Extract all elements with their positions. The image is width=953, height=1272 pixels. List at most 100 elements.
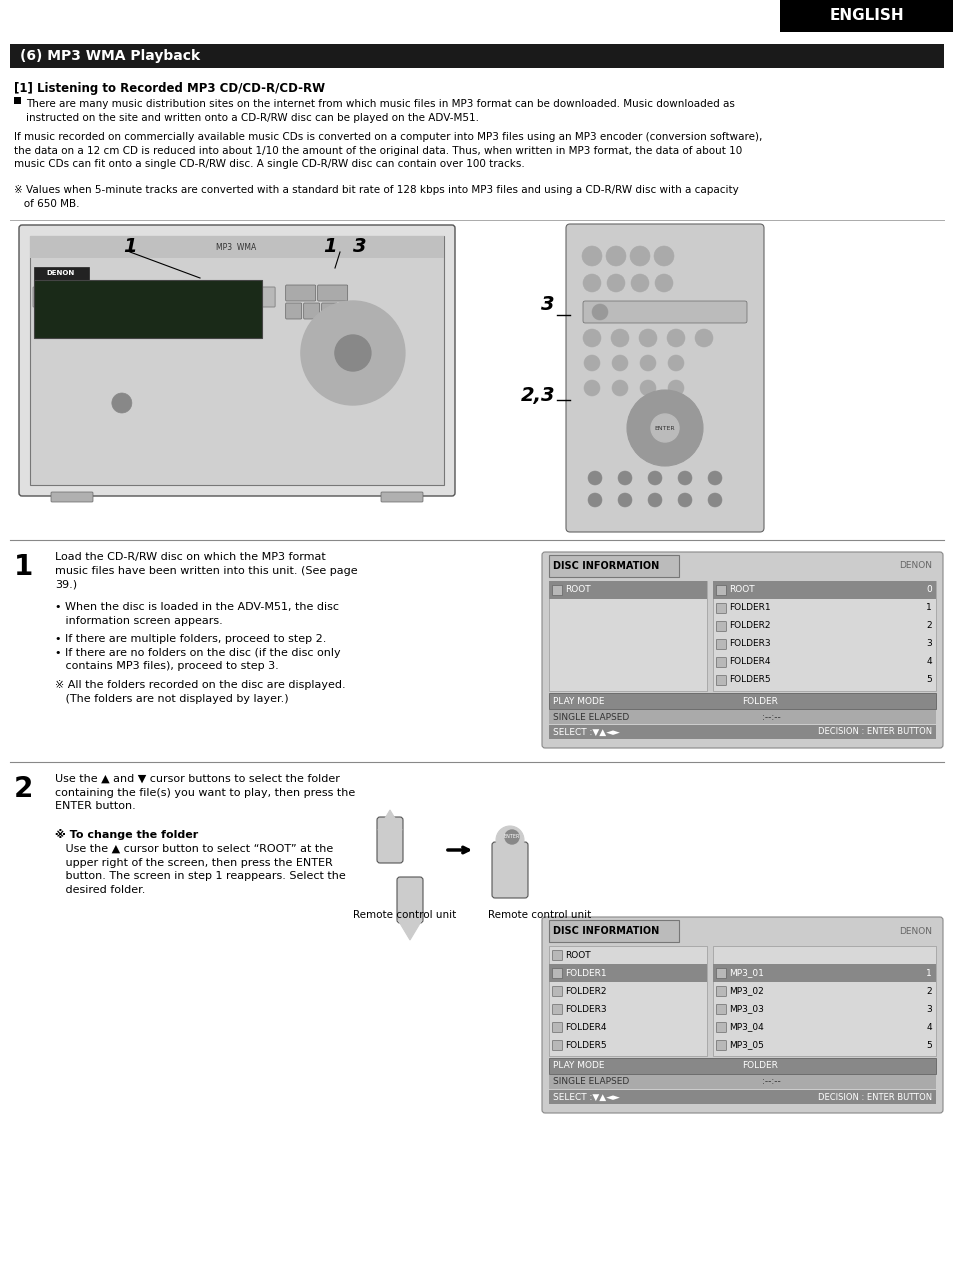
FancyBboxPatch shape: [285, 285, 315, 301]
FancyBboxPatch shape: [321, 303, 337, 319]
Text: 1: 1: [925, 603, 931, 613]
Text: 1: 1: [323, 237, 336, 256]
FancyBboxPatch shape: [380, 492, 422, 502]
Bar: [780, 0, 953, 32]
Text: Load the CD-R/RW disc on which the MP3 format
music files have been written into: Load the CD-R/RW disc on which the MP3 f…: [55, 552, 357, 589]
Circle shape: [667, 355, 683, 371]
Text: 2: 2: [925, 622, 931, 631]
Bar: [548, 581, 706, 691]
FancyBboxPatch shape: [19, 225, 455, 496]
FancyBboxPatch shape: [552, 987, 562, 996]
Text: DENON: DENON: [898, 561, 931, 571]
Circle shape: [654, 245, 673, 266]
Bar: [34, 267, 89, 280]
FancyBboxPatch shape: [548, 920, 679, 943]
Circle shape: [655, 273, 672, 293]
Text: :--:--: :--:--: [761, 1077, 781, 1086]
Circle shape: [618, 471, 631, 485]
Text: DECISION : ENTER BUTTON: DECISION : ENTER BUTTON: [817, 1093, 931, 1102]
Circle shape: [581, 245, 601, 266]
FancyBboxPatch shape: [552, 1005, 562, 1015]
Circle shape: [583, 380, 599, 396]
Text: SINGLE ELAPSED: SINGLE ELAPSED: [553, 712, 629, 721]
Bar: [34, 280, 261, 338]
Text: 1: 1: [925, 968, 931, 977]
Text: MP3_04: MP3_04: [728, 1023, 762, 1032]
Circle shape: [618, 494, 631, 508]
Text: MP3  WMA: MP3 WMA: [216, 243, 256, 252]
Circle shape: [667, 380, 683, 396]
FancyBboxPatch shape: [376, 817, 402, 862]
Bar: [548, 1090, 935, 1104]
Text: ROOT: ROOT: [564, 950, 590, 959]
Text: There are many music distribution sites on the internet from which music files i: There are many music distribution sites …: [26, 99, 734, 122]
Text: ※ To change the folder: ※ To change the folder: [55, 829, 198, 840]
Text: 3: 3: [540, 295, 555, 314]
FancyBboxPatch shape: [716, 1005, 725, 1015]
Text: Remote control unit: Remote control unit: [353, 909, 456, 920]
FancyBboxPatch shape: [716, 675, 725, 686]
Circle shape: [626, 391, 702, 466]
FancyBboxPatch shape: [541, 552, 942, 748]
Circle shape: [496, 826, 523, 854]
Text: 3: 3: [353, 237, 366, 256]
FancyBboxPatch shape: [565, 224, 763, 532]
FancyBboxPatch shape: [285, 303, 301, 319]
Bar: [712, 946, 935, 1056]
Text: FOLDER3: FOLDER3: [728, 640, 770, 649]
Text: ENGLISH: ENGLISH: [829, 9, 903, 23]
Bar: [30, 237, 443, 258]
Text: 0: 0: [925, 585, 931, 594]
Bar: [548, 725, 935, 739]
Bar: [712, 581, 935, 599]
Circle shape: [587, 471, 601, 485]
Text: FOLDER4: FOLDER4: [728, 658, 770, 667]
FancyBboxPatch shape: [552, 968, 562, 978]
Circle shape: [647, 471, 661, 485]
FancyBboxPatch shape: [552, 585, 562, 595]
Text: FOLDER5: FOLDER5: [728, 675, 770, 684]
Circle shape: [639, 329, 657, 347]
Circle shape: [678, 494, 691, 508]
Text: DISC INFORMATION: DISC INFORMATION: [553, 926, 659, 936]
Bar: [548, 964, 706, 982]
Circle shape: [582, 329, 600, 347]
Text: DECISION : ENTER BUTTON: DECISION : ENTER BUTTON: [817, 728, 931, 736]
FancyBboxPatch shape: [716, 585, 725, 595]
Bar: [548, 946, 706, 1056]
Text: ※ All the folders recorded on the disc are displayed.
   (The folders are not di: ※ All the folders recorded on the disc a…: [55, 681, 345, 703]
Text: 1: 1: [123, 237, 136, 256]
Text: SELECT :▼▲◄►: SELECT :▼▲◄►: [553, 1093, 619, 1102]
Circle shape: [504, 831, 518, 845]
Text: • When the disc is loaded in the ADV-M51, the disc
   information screen appears: • When the disc is loaded in the ADV-M51…: [55, 602, 338, 626]
Text: (6) MP3 WMA Playback: (6) MP3 WMA Playback: [20, 50, 200, 64]
FancyBboxPatch shape: [716, 658, 725, 668]
Bar: [712, 964, 935, 982]
Text: DENON: DENON: [47, 270, 75, 276]
Text: 4: 4: [925, 658, 931, 667]
Text: 3: 3: [925, 640, 931, 649]
Circle shape: [639, 355, 656, 371]
FancyBboxPatch shape: [552, 1023, 562, 1033]
Text: MP3_05: MP3_05: [728, 1040, 763, 1049]
Text: 2,3: 2,3: [519, 385, 555, 404]
Text: 5: 5: [925, 675, 931, 684]
Text: Use the ▲ cursor button to select “ROOT” at the
   upper right of the screen, th: Use the ▲ cursor button to select “ROOT”…: [55, 845, 345, 894]
FancyBboxPatch shape: [716, 987, 725, 996]
Text: ENTER: ENTER: [503, 834, 519, 840]
Text: DENON: DENON: [898, 926, 931, 935]
Text: FOLDER2: FOLDER2: [728, 622, 770, 631]
Text: FOLDER4: FOLDER4: [564, 1023, 606, 1032]
Polygon shape: [397, 920, 421, 940]
Text: FOLDER2: FOLDER2: [564, 987, 606, 996]
Text: :--:--: :--:--: [761, 712, 781, 721]
Text: • If there are multiple folders, proceed to step 2.
• If there are no folders on: • If there are multiple folders, proceed…: [55, 633, 340, 672]
Circle shape: [300, 301, 404, 404]
Circle shape: [650, 413, 679, 441]
FancyBboxPatch shape: [716, 603, 725, 613]
Text: SELECT :▼▲◄►: SELECT :▼▲◄►: [553, 728, 619, 736]
FancyBboxPatch shape: [552, 950, 562, 960]
Bar: [548, 693, 935, 709]
Text: FOLDER1: FOLDER1: [728, 603, 770, 613]
Circle shape: [605, 245, 625, 266]
